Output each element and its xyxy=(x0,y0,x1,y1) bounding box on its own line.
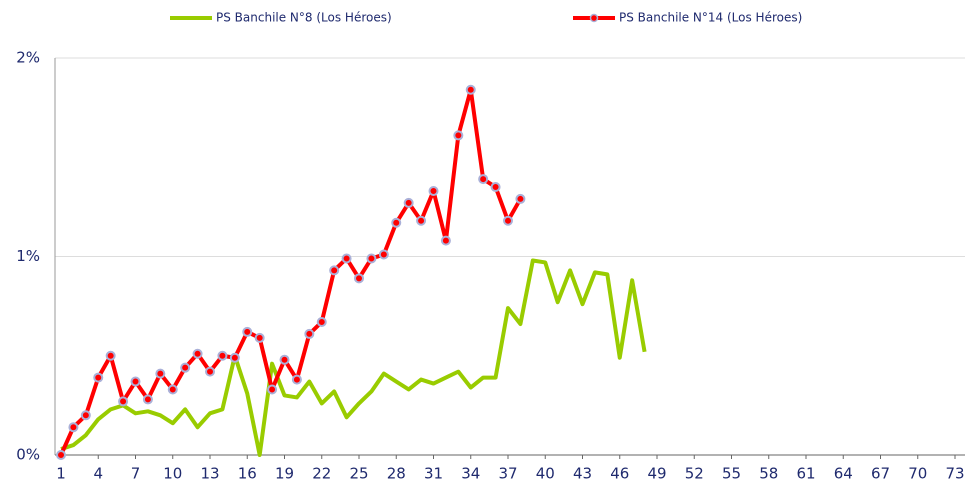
point-marker xyxy=(341,253,352,264)
x-tick-label: 28 xyxy=(387,465,406,482)
point-marker xyxy=(254,332,265,343)
point-marker xyxy=(490,182,501,193)
y-tick-label: 1% xyxy=(16,247,40,265)
x-tick-label: 16 xyxy=(238,465,257,482)
point-marker xyxy=(192,348,203,359)
y-tick-label: 2% xyxy=(16,49,40,67)
point-marker xyxy=(267,384,278,395)
x-tick-label: 46 xyxy=(610,465,629,482)
x-tick-label: 49 xyxy=(647,465,666,482)
point-marker xyxy=(180,362,191,373)
point-marker xyxy=(205,366,215,377)
x-tick-label: 67 xyxy=(871,465,890,482)
point-marker xyxy=(105,350,116,361)
point-marker xyxy=(465,84,476,95)
x-tick-label: 70 xyxy=(908,465,927,482)
x-tick-label: 19 xyxy=(275,465,294,482)
point-marker xyxy=(167,384,178,395)
x-tick-label: 73 xyxy=(945,465,964,482)
point-marker xyxy=(118,396,129,407)
point-marker xyxy=(503,215,513,226)
x-tick-label: 1 xyxy=(56,465,66,482)
series-line xyxy=(59,87,523,456)
point-marker xyxy=(453,130,464,141)
x-tick-label: 34 xyxy=(461,465,480,482)
x-tick-label: 55 xyxy=(722,465,741,482)
point-marker xyxy=(440,235,451,246)
x-tick-label: 52 xyxy=(685,465,704,482)
x-tick-label: 13 xyxy=(200,465,219,482)
point-marker xyxy=(130,376,141,387)
point-marker xyxy=(316,317,327,328)
point-marker xyxy=(378,249,389,260)
point-marker xyxy=(478,174,489,185)
point-marker xyxy=(56,450,66,460)
point-marker xyxy=(291,374,302,385)
point-marker xyxy=(329,265,340,276)
point-marker xyxy=(217,350,228,361)
x-tick-label: 43 xyxy=(573,465,592,482)
legend-label: PS Banchile N°8 (Los Héroes) xyxy=(216,11,392,25)
point-marker xyxy=(403,197,414,208)
x-tick-label: 37 xyxy=(498,465,517,482)
point-marker xyxy=(229,352,240,363)
point-marker xyxy=(304,328,315,339)
series-line xyxy=(60,258,647,457)
x-tick-label: 10 xyxy=(163,465,182,482)
point-marker xyxy=(366,253,377,264)
x-tick-label: 61 xyxy=(796,465,815,482)
point-marker xyxy=(142,394,153,405)
point-marker xyxy=(68,422,79,433)
point-marker xyxy=(80,410,91,421)
x-tick-label: 64 xyxy=(834,465,853,482)
point-marker xyxy=(354,273,364,284)
x-tick-label: 7 xyxy=(131,465,141,482)
point-marker xyxy=(428,185,439,196)
x-tick-label: 22 xyxy=(312,465,331,482)
point-marker xyxy=(391,217,402,228)
point-marker xyxy=(416,215,427,226)
point-marker xyxy=(279,354,290,365)
x-tick-label: 40 xyxy=(536,465,555,482)
x-tick-label: 58 xyxy=(759,465,778,482)
point-marker xyxy=(242,326,253,337)
legend-marker xyxy=(589,13,599,23)
point-marker xyxy=(93,372,104,383)
x-tick-label: 4 xyxy=(93,465,103,482)
x-tick-label: 25 xyxy=(349,465,368,482)
point-marker xyxy=(515,193,526,204)
x-tick-label: 31 xyxy=(424,465,443,482)
y-tick-label: 0% xyxy=(16,446,40,464)
point-marker xyxy=(155,368,166,379)
legend-label: PS Banchile N°14 (Los Héroes) xyxy=(619,11,802,25)
